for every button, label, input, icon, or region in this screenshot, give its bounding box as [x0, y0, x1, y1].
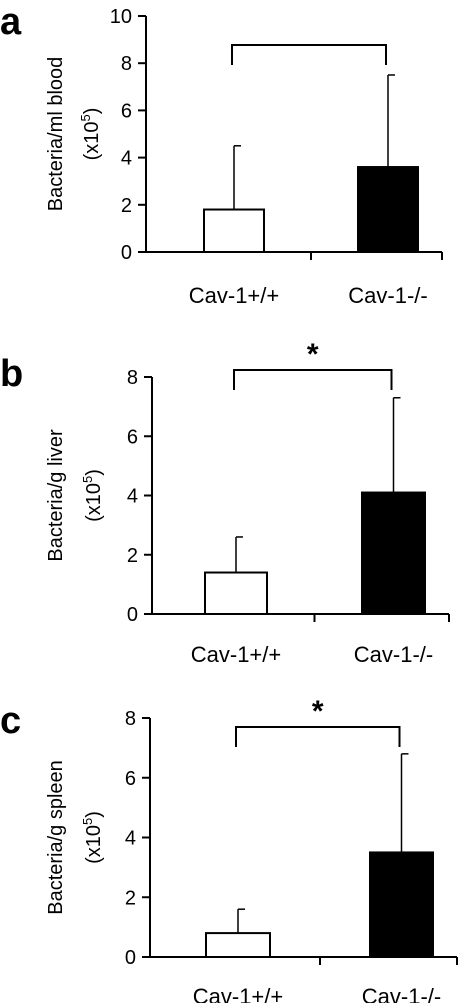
y-axis-label: Bacteria/g liver	[45, 429, 67, 562]
y-tick-label: 0	[125, 947, 136, 969]
y-tick-label: 2	[127, 545, 138, 567]
category-label: Cav-1+/+	[191, 642, 282, 667]
bar	[361, 491, 426, 616]
y-axis-unit: (x105)	[78, 108, 103, 161]
y-axis-unit: (x105)	[80, 469, 105, 522]
y-axis-unit: (x105)	[80, 811, 105, 864]
y-tick-label: 2	[125, 887, 136, 909]
significance-bracket	[233, 369, 393, 390]
bar	[357, 166, 419, 253]
category-label: Cav-1+/+	[189, 283, 280, 308]
category-label: Cav-1+/+	[193, 984, 284, 1003]
panel-letter: a	[0, 1, 22, 43]
panel-a: a 0 2 4 6 8 10 Cav-1+/+ Cav-1-/- Bacteria/ml bloo…	[0, 1, 443, 308]
y-tick-label: 4	[125, 828, 136, 850]
bar	[203, 208, 265, 254]
y-tick-label: 2	[121, 195, 132, 217]
significance-bracket	[231, 44, 387, 65]
y-tick-label: 6	[125, 768, 136, 790]
bar	[205, 932, 271, 958]
y-axis-label: Bacteria/g spleen	[45, 760, 67, 915]
y-tick-label: 8	[121, 53, 132, 75]
y-axis-unit-end: )	[81, 108, 103, 115]
y-axis-unit-base: (x10	[83, 825, 105, 864]
y-axis-unit-base: (x10	[81, 122, 103, 161]
significance-bracket	[235, 726, 401, 747]
significance-star: *	[312, 695, 324, 728]
category-label: Cav-1-/-	[348, 283, 427, 308]
significance-star: *	[307, 338, 319, 371]
y-axis-unit-exponent: 5	[80, 818, 95, 825]
panel-letter: b	[0, 353, 23, 395]
y-tick-label: 8	[125, 708, 136, 730]
y-tick-label: 8	[127, 367, 138, 389]
bar	[369, 851, 434, 958]
y-tick-label: 10	[110, 6, 132, 28]
y-axis-unit-base: (x10	[83, 483, 105, 522]
panel-c: c 0 2 4 6 8 Cav-1+/+ Cav-1-/- * Bacteria/g spleen…	[0, 695, 458, 1003]
y-axis-label: Bacteria/ml blood	[45, 57, 67, 212]
panel-b: b 0 2 4 6 8 Cav-1+/+ Cav-1-/- * Bacteria/g liver (…	[0, 338, 450, 667]
y-axis-unit-exponent: 5	[78, 114, 93, 121]
category-label: Cav-1-/-	[354, 642, 433, 667]
y-tick-label: 0	[121, 242, 132, 264]
category-label: Cav-1-/-	[362, 984, 441, 1003]
y-tick-label: 0	[127, 604, 138, 626]
panel-letter: c	[0, 700, 21, 742]
bar	[204, 571, 268, 616]
y-axis-unit-exponent: 5	[80, 476, 95, 483]
y-axis-unit-end: )	[83, 469, 105, 476]
y-tick-label: 4	[127, 486, 138, 508]
y-tick-label: 6	[121, 100, 132, 122]
y-axis-unit-end: )	[83, 811, 105, 818]
y-tick-label: 6	[127, 426, 138, 448]
y-tick-label: 4	[121, 148, 132, 170]
